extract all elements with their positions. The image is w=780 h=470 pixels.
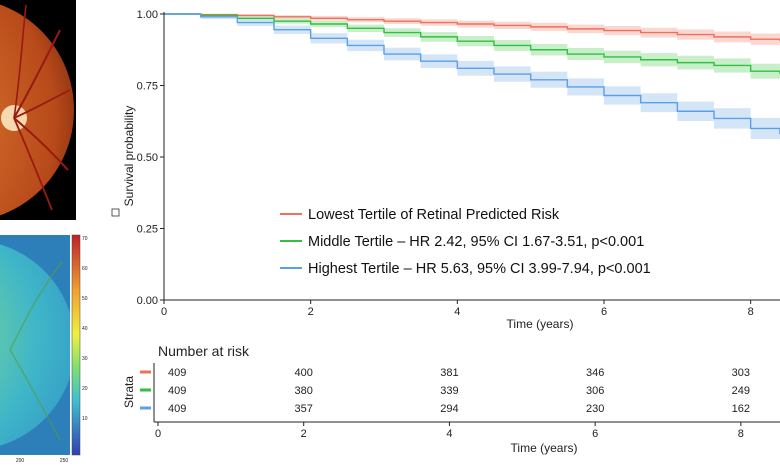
y-tick-label: 0.75 bbox=[137, 81, 158, 93]
confidence-bands bbox=[164, 14, 780, 146]
risk-count: 339 bbox=[440, 385, 458, 397]
risk-count: 162 bbox=[732, 403, 750, 415]
y-tick-label: 0.00 bbox=[137, 295, 158, 307]
risk-x-tick-label: 0 bbox=[155, 428, 161, 440]
risk-count: 249 bbox=[732, 385, 750, 397]
risk-count: 381 bbox=[440, 367, 458, 379]
risk-count: 294 bbox=[440, 403, 458, 415]
x-tick-label: 6 bbox=[601, 306, 607, 318]
heatmap-x-tick-label: 200 bbox=[16, 458, 25, 464]
colorbar bbox=[71, 234, 81, 456]
risk-table-title: Number at risk bbox=[158, 343, 250, 359]
survival-curves bbox=[164, 13, 780, 135]
x-axis-label: Time (years) bbox=[507, 317, 574, 331]
ci-band-0 bbox=[164, 14, 780, 48]
risk-count: 303 bbox=[732, 367, 750, 379]
risk-count: 400 bbox=[295, 367, 313, 379]
colorbar-tick-label: 10 bbox=[82, 416, 88, 422]
risk-count: 380 bbox=[295, 385, 313, 397]
legend-label-1: Middle Tertile – HR 2.42, 95% CI 1.67-3.… bbox=[308, 234, 644, 250]
y-axis-label: Survival probability bbox=[122, 106, 136, 207]
y-ticks: 0.00 0.25 0.50 0.75 1.00 bbox=[137, 9, 164, 307]
risk-count: 306 bbox=[586, 385, 604, 397]
heatmap-x-ticks: 200 250 bbox=[16, 458, 69, 464]
y-tick-label: 0.25 bbox=[137, 224, 158, 236]
colorbar-tick-label: 20 bbox=[82, 386, 88, 392]
risk-count: 409 bbox=[168, 385, 186, 397]
x-tick-label: 2 bbox=[308, 306, 314, 318]
risk-count: 346 bbox=[586, 367, 604, 379]
legend-label-0: Lowest Tertile of Retinal Predicted Risk bbox=[308, 207, 560, 223]
colorbar-tick-label: 50 bbox=[82, 296, 88, 302]
x-tick-label: 8 bbox=[748, 306, 754, 318]
legend-label-2: Highest Tertile – HR 5.63, 95% CI 3.99-7… bbox=[308, 261, 651, 277]
heatmap-x-tick-label: 250 bbox=[60, 458, 69, 464]
colorbar-tick-label: 30 bbox=[82, 356, 88, 362]
risk-count: 409 bbox=[168, 367, 186, 379]
colorbar-tick-label: 40 bbox=[82, 326, 88, 332]
risk-rows: 409 400 381 346 303 409 380 339 306 249 409 357 294 2… bbox=[140, 367, 750, 415]
risk-x-tick-label: 2 bbox=[301, 428, 307, 440]
x-tick-label: 4 bbox=[454, 306, 460, 318]
risk-x-ticks: 0 2 4 6 8 bbox=[155, 422, 744, 440]
colorbar-tick-label: 60 bbox=[82, 266, 88, 272]
x-tick-label: 0 bbox=[161, 306, 167, 318]
risk-x-tick-label: 6 bbox=[592, 428, 598, 440]
risk-strata-label: Strata bbox=[122, 376, 136, 408]
colorbar-ticks: 70 60 50 40 30 20 10 bbox=[82, 236, 88, 422]
risk-x-tick-label: 8 bbox=[738, 428, 744, 440]
colorbar-tick-label: 70 bbox=[82, 236, 88, 242]
risk-count: 409 bbox=[168, 403, 186, 415]
x-ticks: 0 2 4 6 8 bbox=[161, 300, 754, 318]
legend: Lowest Tertile of Retinal Predicted Risk… bbox=[280, 207, 651, 277]
risk-count: 230 bbox=[586, 403, 604, 415]
survival-line-1 bbox=[164, 13, 780, 75]
saliency-heatmap: 70 60 50 40 30 20 10 200 250 bbox=[0, 234, 88, 464]
y-label-marker bbox=[111, 208, 120, 217]
survival-line-2 bbox=[164, 13, 780, 135]
y-tick-label: 1.00 bbox=[137, 9, 158, 21]
fundus-image bbox=[0, 0, 76, 220]
risk-x-axis-label: Time (years) bbox=[511, 441, 578, 455]
survival-line-0 bbox=[164, 13, 780, 42]
risk-table: Number at risk Strata 409 400 381 346 303409… bbox=[122, 343, 780, 455]
y-tick-label: 0.50 bbox=[137, 152, 158, 164]
risk-x-tick-label: 4 bbox=[446, 428, 452, 440]
risk-count: 357 bbox=[295, 403, 313, 415]
